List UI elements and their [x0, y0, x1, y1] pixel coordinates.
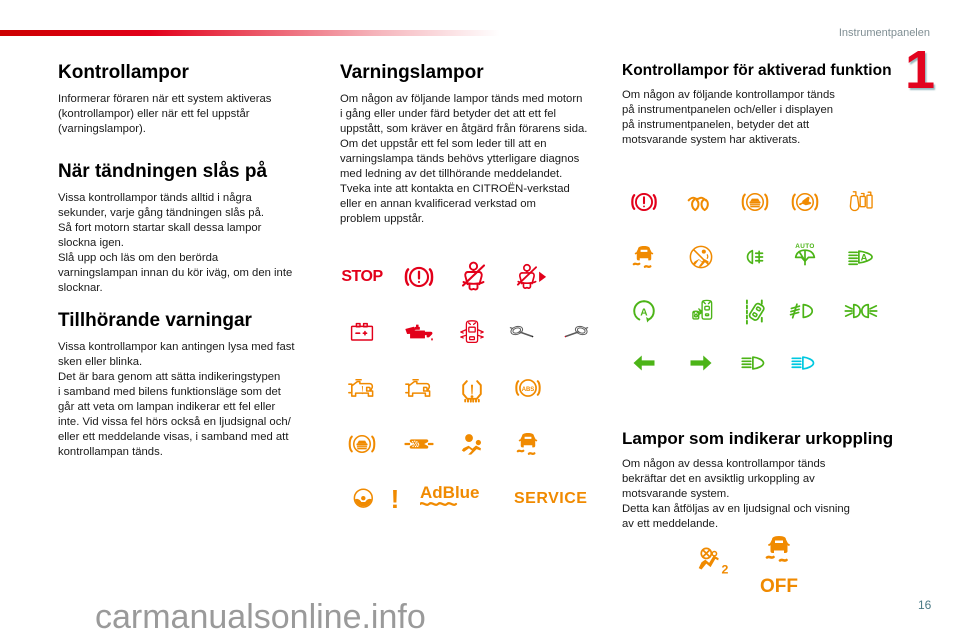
svg-text:AUTO: AUTO — [795, 243, 815, 250]
svg-text:ABS: ABS — [522, 387, 535, 393]
svg-text:2: 2 — [722, 562, 729, 576]
svg-text:A: A — [640, 307, 648, 318]
svg-text:A: A — [861, 253, 868, 263]
